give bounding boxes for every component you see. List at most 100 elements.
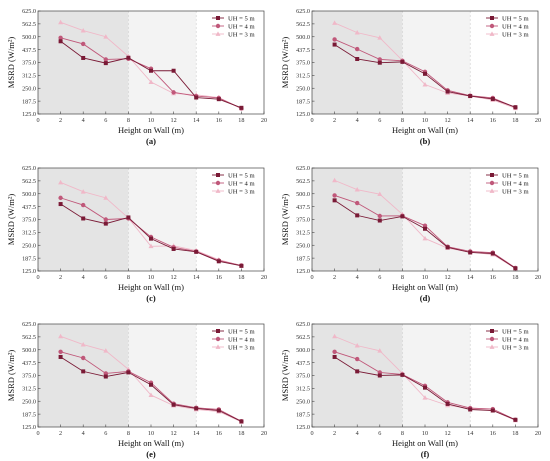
- y-tick-label: 250.0: [22, 85, 36, 92]
- data-point: [332, 20, 338, 25]
- legend-marker: [215, 336, 221, 342]
- data-point: [81, 369, 86, 374]
- data-point: [377, 57, 382, 62]
- y-tick-label: 187.5: [296, 411, 310, 418]
- legend-marker: [216, 329, 220, 333]
- data-point: [216, 259, 221, 264]
- data-point: [377, 213, 382, 219]
- x-tick-label: 4: [356, 430, 359, 437]
- y-tick-label: 312.5: [22, 386, 36, 393]
- y-tick-label: 375.0: [22, 217, 36, 224]
- legend-marker: [215, 23, 221, 29]
- x-tick-label: 8: [127, 430, 130, 437]
- y-tick-label: 250.0: [296, 398, 310, 405]
- x-tick-label: 6: [378, 274, 381, 281]
- y-tick-label: 562.5: [22, 178, 36, 185]
- x-tick-label: 8: [401, 274, 404, 281]
- shaded-region-mid: [402, 11, 471, 114]
- x-tick-label: 4: [82, 117, 85, 124]
- y-tick-label: 562.5: [22, 334, 36, 341]
- data-point: [422, 395, 428, 400]
- x-tick-label: 18: [512, 117, 518, 124]
- x-tick-label: 16: [216, 430, 222, 437]
- x-tick-label: 16: [216, 274, 222, 281]
- y-tick-label: 125.0: [296, 424, 310, 431]
- y-tick-label: 500.0: [22, 191, 36, 198]
- data-point: [126, 370, 131, 375]
- data-point: [81, 41, 86, 47]
- panel-label: (b): [420, 136, 431, 146]
- y-tick-label: 437.5: [296, 47, 310, 54]
- y-tick-label: 437.5: [22, 47, 36, 54]
- y-tick-label: 250.0: [22, 242, 36, 249]
- y-tick-label: 625.0: [22, 321, 36, 328]
- y-tick-label: 625.0: [22, 165, 36, 172]
- data-point: [355, 200, 360, 206]
- data-point: [490, 251, 495, 256]
- legend-marker: [489, 336, 495, 342]
- x-tick-label: 12: [171, 430, 177, 437]
- x-tick-label: 10: [422, 430, 428, 437]
- data-point: [171, 402, 176, 407]
- x-tick-label: 18: [238, 430, 244, 437]
- data-point: [80, 27, 86, 33]
- data-point: [149, 236, 153, 241]
- y-tick-label: 562.5: [296, 178, 310, 185]
- y-tick-label: 312.5: [22, 73, 36, 80]
- x-tick-label: 20: [261, 430, 267, 437]
- data-point: [58, 39, 63, 44]
- data-point: [149, 382, 153, 387]
- panel-label: (f): [421, 449, 430, 459]
- data-point: [332, 42, 337, 47]
- data-point: [332, 349, 337, 355]
- data-point: [80, 189, 86, 194]
- data-point: [423, 71, 427, 76]
- x-axis-label: Height on Wall (m): [392, 125, 458, 135]
- x-tick-label: 18: [512, 430, 518, 437]
- data-point: [103, 348, 109, 353]
- data-point: [148, 243, 154, 249]
- x-tick-label: 20: [261, 274, 267, 281]
- data-point: [423, 385, 427, 390]
- x-axis-label: Height on Wall (m): [118, 125, 184, 135]
- y-tick-label: 187.5: [22, 255, 36, 262]
- data-point: [377, 35, 383, 40]
- legend-marker: [215, 188, 221, 193]
- legend-entry: UH = 4 m: [502, 336, 529, 343]
- x-tick-label: 18: [238, 274, 244, 281]
- x-tick-label: 2: [59, 274, 62, 281]
- data-point: [194, 95, 199, 100]
- x-tick-label: 0: [310, 274, 313, 281]
- x-tick-label: 10: [422, 274, 428, 281]
- y-tick-label: 250.0: [22, 398, 36, 405]
- y-tick-label: 187.5: [296, 255, 310, 262]
- data-point: [490, 408, 495, 413]
- x-axis-label: Height on Wall (m): [392, 282, 458, 292]
- data-point: [58, 349, 63, 355]
- y-tick-label: 625.0: [22, 8, 36, 15]
- y-tick-label: 437.5: [296, 360, 310, 367]
- y-axis-label: MSRD (W/m²): [6, 350, 16, 402]
- data-point: [332, 333, 338, 339]
- shaded-region-mid: [402, 324, 471, 427]
- chart-panel-b: 0 2 4 6 8 10 12 14 16 18 20 125.0 187.5 250.0 312.5 375…: [280, 8, 541, 146]
- data-point: [377, 348, 383, 353]
- shaded-region-mid: [128, 168, 197, 271]
- data-point: [103, 195, 109, 200]
- y-tick-label: 312.5: [296, 230, 310, 237]
- data-point: [354, 187, 360, 192]
- x-tick-label: 18: [238, 117, 244, 124]
- shaded-region-low: [312, 168, 403, 271]
- data-point: [377, 218, 382, 223]
- chart-panel-d: 0 2 4 6 8 10 12 14 16 18 20 125.0 187.5 250.0 312.5 375…: [280, 165, 541, 303]
- data-point: [377, 373, 382, 378]
- y-tick-label: 437.5: [22, 360, 36, 367]
- legend-entry: UH = 4 m: [502, 23, 529, 30]
- legend-marker: [215, 31, 221, 36]
- data-point: [239, 263, 244, 268]
- data-point: [103, 221, 108, 226]
- y-axis-label: MSRD (W/m²): [6, 194, 16, 246]
- data-point: [194, 249, 199, 254]
- data-point: [355, 46, 360, 52]
- data-point: [400, 59, 405, 64]
